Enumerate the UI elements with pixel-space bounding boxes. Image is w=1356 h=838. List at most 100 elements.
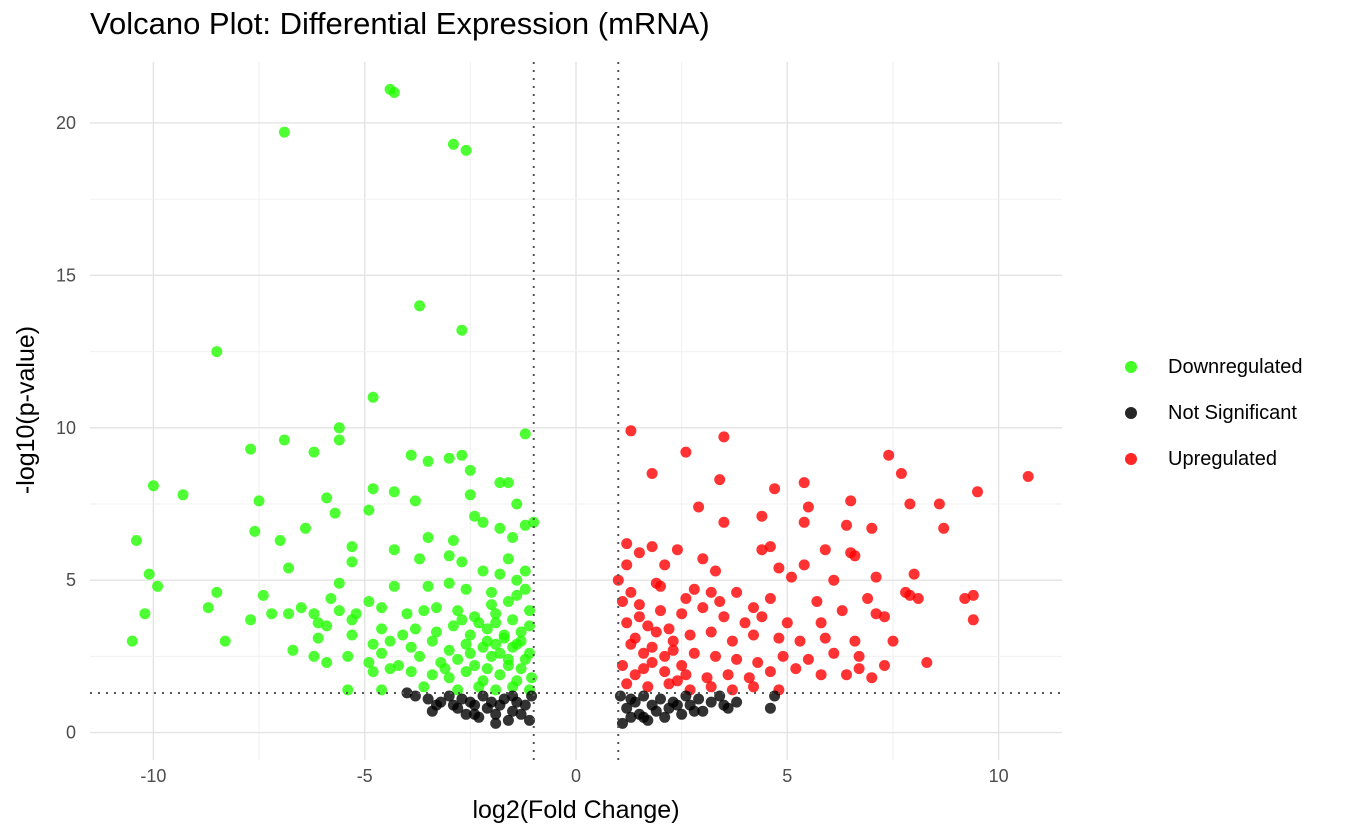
downregulated-point xyxy=(486,650,497,662)
downregulated-point xyxy=(443,577,455,589)
upregulated-point xyxy=(697,553,709,565)
not-significant-point xyxy=(688,705,700,717)
downregulated-point xyxy=(409,623,421,635)
upregulated-point xyxy=(748,629,759,641)
not-significant-point xyxy=(507,705,519,717)
downregulated-point xyxy=(481,623,493,635)
downregulated-point xyxy=(245,443,257,455)
not-significant-point xyxy=(502,714,514,726)
upregulated-point xyxy=(671,675,683,687)
legend-label: Downregulated xyxy=(1168,355,1303,378)
upregulated-point xyxy=(819,632,831,644)
upregulated-point xyxy=(815,617,827,629)
downregulated-point xyxy=(452,684,464,696)
downregulated-point xyxy=(494,522,506,534)
upregulated-point xyxy=(655,605,666,617)
downregulated-point xyxy=(147,480,159,492)
downregulated-point xyxy=(418,681,430,693)
upregulated-point xyxy=(773,632,785,644)
upregulated-point xyxy=(798,477,810,489)
downregulated-point xyxy=(211,346,223,358)
not-significant-point xyxy=(507,690,519,702)
downregulated-point xyxy=(321,492,333,504)
legend-marker xyxy=(1125,361,1137,373)
downregulated-point xyxy=(388,580,400,592)
downregulated-point xyxy=(490,638,502,650)
downregulated-point xyxy=(253,495,265,507)
downregulated-point xyxy=(287,644,299,656)
x-tick-label: -5 xyxy=(357,766,373,786)
downregulated-point xyxy=(494,669,506,681)
downregulated-point xyxy=(152,580,164,592)
downregulated-point xyxy=(376,647,388,659)
downregulated-point xyxy=(308,650,320,662)
downregulated-point xyxy=(426,635,438,647)
upregulated-point xyxy=(697,602,709,614)
downregulated-point xyxy=(481,663,493,675)
upregulated-point xyxy=(790,663,802,675)
not-significant-point xyxy=(486,696,497,708)
downregulated-point xyxy=(405,641,417,653)
downregulated-point xyxy=(143,568,155,580)
downregulated-point xyxy=(507,614,519,626)
downregulated-point xyxy=(329,507,341,519)
upregulated-point xyxy=(849,635,861,647)
upregulated-point xyxy=(756,611,768,623)
upregulated-point xyxy=(815,669,827,681)
not-significant-point xyxy=(524,714,535,726)
downregulated-point xyxy=(443,672,455,684)
not-significant-point xyxy=(638,690,650,702)
downregulated-point xyxy=(460,583,472,595)
downregulated-point xyxy=(519,583,531,595)
upregulated-point xyxy=(794,635,806,647)
downregulated-point xyxy=(507,532,519,543)
downregulated-point xyxy=(524,605,535,617)
downregulated-point xyxy=(439,663,451,675)
upregulated-point xyxy=(845,495,857,507)
y-tick-label: 0 xyxy=(66,723,76,743)
downregulated-point xyxy=(346,614,358,626)
legend-item-not-significant: Not Significant xyxy=(1118,390,1303,436)
not-significant-point xyxy=(617,717,628,729)
downregulated-point xyxy=(295,602,307,614)
downregulated-point xyxy=(422,580,434,592)
not-significant-point xyxy=(469,699,481,711)
downregulated-point xyxy=(528,516,540,528)
not-significant-point xyxy=(469,708,481,720)
upregulated-point xyxy=(743,672,755,684)
legend-label: Not Significant xyxy=(1168,401,1297,424)
upregulated-point xyxy=(642,681,654,693)
downregulated-point xyxy=(321,620,333,632)
downregulated-point xyxy=(418,605,430,617)
upregulated-point xyxy=(828,647,840,659)
upregulated-point xyxy=(802,501,814,513)
y-tick-label: 10 xyxy=(56,418,76,438)
downregulated-point xyxy=(515,635,527,647)
downregulated-point xyxy=(202,602,214,614)
upregulated-point xyxy=(764,541,776,553)
downregulated-point xyxy=(486,586,497,598)
upregulated-point xyxy=(655,580,666,592)
legend-item-upregulated: Upregulated xyxy=(1118,436,1303,482)
downregulated-point xyxy=(405,666,417,678)
upregulated-point xyxy=(748,602,759,614)
not-significant-point xyxy=(764,702,776,714)
upregulated-point xyxy=(786,571,797,583)
not-significant-point xyxy=(676,708,688,720)
downregulated-point xyxy=(397,629,409,641)
upregulated-point xyxy=(972,486,983,498)
upregulated-point xyxy=(646,541,658,553)
downregulated-point xyxy=(388,87,400,98)
upregulated-point xyxy=(731,586,743,598)
upregulated-point xyxy=(870,608,882,620)
not-significant-point xyxy=(671,699,683,711)
not-significant-point xyxy=(705,696,717,708)
not-significant-point xyxy=(498,693,510,705)
upregulated-point xyxy=(617,596,628,607)
legend: Downregulated Not Significant Upregulated xyxy=(1118,344,1303,482)
upregulated-point xyxy=(1022,471,1034,482)
upregulated-point xyxy=(718,431,730,443)
downregulated-point xyxy=(511,498,523,510)
legend-marker xyxy=(1125,453,1137,465)
